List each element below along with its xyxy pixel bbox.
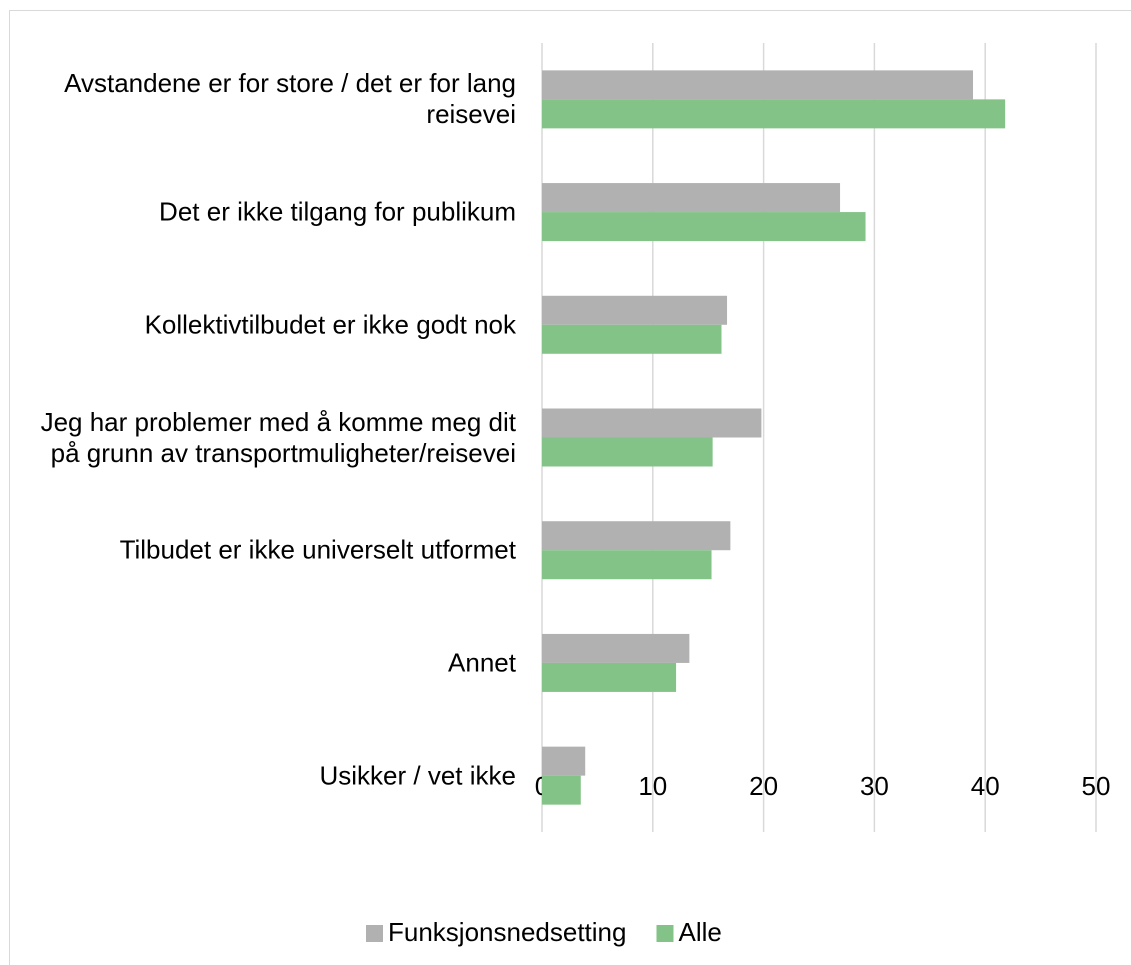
legend-swatch <box>366 925 383 942</box>
bar <box>542 70 974 100</box>
frame <box>9 10 1131 965</box>
x-tick-label: 50 <box>1082 771 1111 801</box>
bar <box>542 775 581 805</box>
bar <box>542 521 731 551</box>
bar <box>542 662 677 692</box>
x-tick-label: 40 <box>971 771 1000 801</box>
category-label: Annet <box>448 647 516 678</box>
bar <box>542 295 728 325</box>
category-label: Det er ikke tilgang for publikum <box>159 196 516 227</box>
x-tick-label: 10 <box>638 771 667 801</box>
category-label: Tilbudet er ikke universelt utformet <box>119 534 516 565</box>
legend-label: Alle <box>678 917 721 947</box>
bar <box>542 324 722 354</box>
category-label: Jeg har problemer med å komme meg dit på… <box>40 406 516 468</box>
bar <box>542 212 866 242</box>
legend-label: Funksjonsnedsetting <box>388 917 626 947</box>
legend-swatch <box>656 925 674 942</box>
bar <box>542 550 712 580</box>
category-label: Kollektivtilbudet er ikke godt nok <box>144 309 516 340</box>
bar <box>542 183 841 213</box>
bar <box>542 437 713 467</box>
bar <box>542 408 762 438</box>
x-tick-label: 30 <box>860 771 889 801</box>
category-label: Usikker / vet ikke <box>319 760 517 791</box>
x-tick-label: 20 <box>749 771 778 801</box>
bar <box>542 633 690 663</box>
bar <box>542 746 586 776</box>
bar <box>542 99 1006 129</box>
category-label: Avstandene er for store / det er for lan… <box>64 68 516 130</box>
